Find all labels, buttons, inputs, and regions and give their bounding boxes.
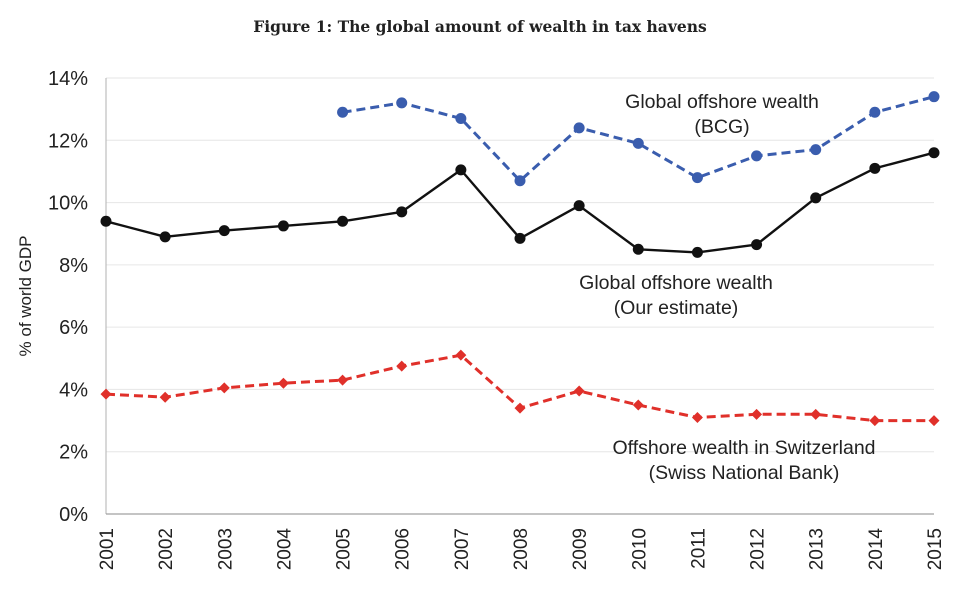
series-annotation: (Swiss National Bank) <box>649 462 840 484</box>
series-0 <box>337 91 940 187</box>
data-point <box>218 225 230 237</box>
data-point <box>337 374 349 386</box>
data-point <box>455 112 467 124</box>
data-point <box>100 215 112 227</box>
series-1 <box>100 147 940 258</box>
data-point <box>218 382 230 394</box>
y-tick-label: 0% <box>59 504 88 526</box>
data-point <box>277 377 289 389</box>
data-point <box>810 192 822 204</box>
x-tick-label: 2013 <box>807 528 828 570</box>
data-point <box>514 175 526 187</box>
y-tick-label: 14% <box>48 68 88 90</box>
data-point <box>869 415 881 427</box>
data-point <box>928 147 940 159</box>
y-tick-label: 12% <box>48 130 88 152</box>
series-annotation: Global offshore wealth <box>579 272 773 294</box>
data-point <box>396 97 408 109</box>
data-point <box>691 172 703 184</box>
x-tick-label: 2015 <box>925 528 946 570</box>
axes <box>105 78 934 515</box>
x-tick-label: 2003 <box>215 528 236 570</box>
data-point <box>632 399 644 411</box>
x-tick-label: 2002 <box>156 528 177 570</box>
y-tick-label: 6% <box>59 317 88 339</box>
series-annotation: Global offshore wealth <box>625 91 819 113</box>
data-point <box>632 137 644 149</box>
x-tick-labels: 2001 2002 2003 2004 2005 2006 2007 2008 2009 2010… <box>97 528 946 571</box>
data-point <box>573 385 585 397</box>
data-point <box>751 150 763 162</box>
y-tick-label: 8% <box>59 255 88 277</box>
data-point <box>573 200 585 212</box>
data-point <box>869 162 881 174</box>
data-point <box>455 349 467 361</box>
y-tick-label: 10% <box>48 193 88 215</box>
x-tick-label: 2010 <box>629 528 650 570</box>
data-point <box>396 206 408 218</box>
data-point <box>928 91 940 103</box>
data-point <box>277 220 289 232</box>
data-point <box>159 231 171 243</box>
y-tick-labels: 0% 2% 4% 6% 8% 10% 12% 14% <box>48 68 88 526</box>
data-point <box>337 215 349 227</box>
series-line <box>342 95 935 183</box>
x-tick-label: 2001 <box>97 528 118 570</box>
data-point <box>514 402 526 414</box>
data-point <box>928 415 940 427</box>
x-tick-label: 2006 <box>393 528 414 570</box>
series-annotation: (BCG) <box>694 116 749 138</box>
x-tick-label: 2007 <box>452 528 473 570</box>
y-tick-label: 4% <box>59 379 88 401</box>
x-tick-label: 2014 <box>866 528 887 571</box>
data-point <box>396 360 408 372</box>
data-point <box>632 243 644 255</box>
x-tick-label: 2004 <box>274 528 295 571</box>
data-point <box>573 122 585 134</box>
data-point <box>455 164 467 176</box>
series-group <box>100 91 940 427</box>
x-tick-label: 2009 <box>570 528 591 570</box>
data-point <box>810 408 822 420</box>
data-point <box>159 391 171 403</box>
x-tick-label: 2005 <box>334 528 355 570</box>
data-point <box>337 106 349 118</box>
data-point <box>691 246 703 258</box>
data-point <box>751 408 763 420</box>
figure-title: Figure 1: The global amount of wealth in… <box>253 17 707 36</box>
x-tick-label: 2011 <box>688 528 709 569</box>
data-point <box>751 239 763 251</box>
data-point <box>100 388 112 400</box>
x-tick-label: 2008 <box>511 528 532 570</box>
y-tick-label: 2% <box>59 442 88 464</box>
data-point <box>869 106 881 118</box>
annotations: Global offshore wealth (BCG) Global offsho… <box>579 91 875 484</box>
x-tick-label: 2012 <box>748 528 769 570</box>
data-point <box>691 411 703 423</box>
data-point <box>514 232 526 244</box>
series-2 <box>100 349 940 427</box>
gridlines <box>106 77 934 453</box>
data-point <box>810 144 822 156</box>
y-axis-label: % of world GDP <box>16 236 35 357</box>
series-annotation: Offshore wealth in Switzerland <box>612 437 875 459</box>
series-annotation: (Our estimate) <box>614 297 739 319</box>
